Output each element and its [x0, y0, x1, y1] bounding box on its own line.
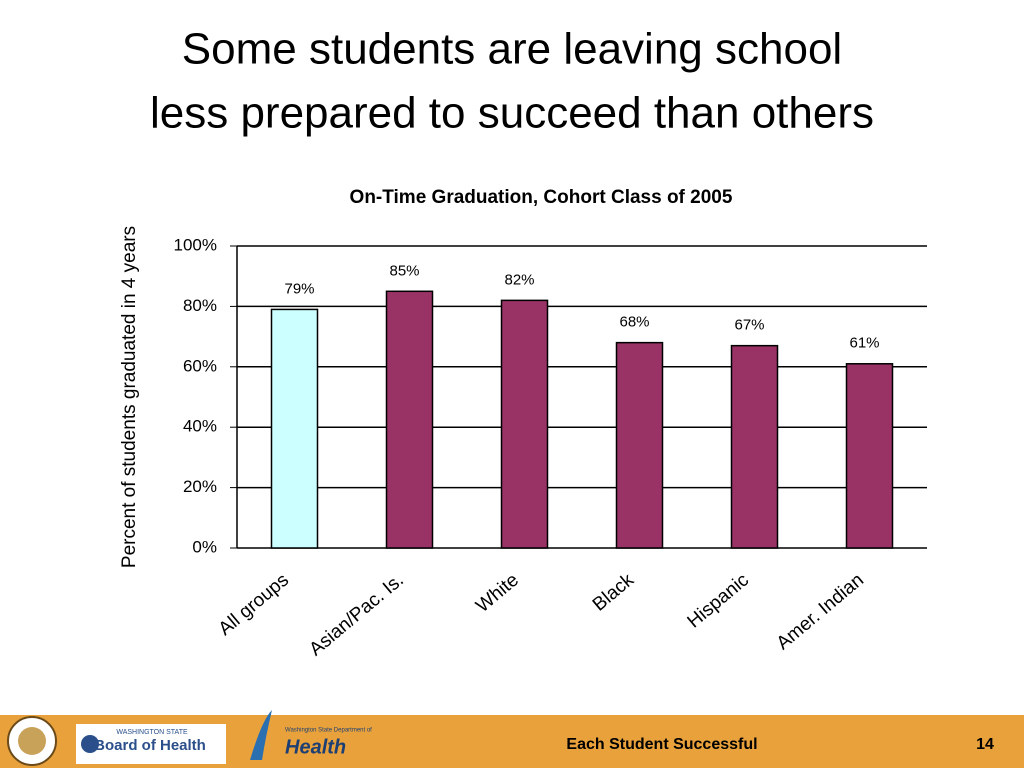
y-axis-label: Percent of students graduated in 4 years	[119, 226, 140, 568]
bar	[385, 290, 434, 549]
logo-text: Health	[285, 736, 346, 758]
footer-text: Each Student Successful	[566, 736, 757, 753]
y-tick-label: 100%	[174, 235, 217, 254]
x-tick-label: Black	[589, 569, 638, 615]
bar	[730, 344, 779, 549]
value-label: 79%	[284, 280, 314, 297]
x-tick-label: Asian/Pac. Is.	[305, 570, 407, 661]
y-tick-label: 20%	[183, 477, 217, 496]
value-label: 85%	[389, 262, 419, 279]
chart-title: On-Time Graduation, Cohort Class of 2005	[350, 187, 733, 208]
board-logo	[76, 724, 226, 764]
value-label: 67%	[734, 317, 764, 334]
slide-title: Some students are leaving school	[182, 25, 842, 74]
logo-text: Washington State Department of	[285, 728, 372, 734]
bar	[845, 363, 894, 549]
x-tick-label: Amer. Indian	[773, 570, 868, 655]
logo-text: WASHINGTON STATE	[116, 729, 188, 736]
page-number: 14	[976, 736, 994, 753]
slide-title: less prepared to succeed than others	[150, 89, 874, 138]
x-tick-label: Hispanic	[684, 570, 753, 633]
y-tick-label: 80%	[183, 296, 217, 315]
board-logo	[81, 735, 99, 753]
y-tick-label: 40%	[183, 417, 217, 436]
bar	[615, 341, 664, 549]
y-tick-label: 60%	[183, 356, 217, 375]
bar	[500, 299, 549, 549]
value-label: 61%	[849, 335, 879, 352]
x-tick-label: All groups	[215, 570, 293, 640]
value-label: 68%	[619, 314, 649, 331]
x-tick-label: White	[472, 570, 523, 617]
value-label: 82%	[504, 271, 534, 288]
bar	[270, 308, 319, 549]
logo-text: Board of Health	[94, 737, 206, 754]
health-logo	[250, 710, 272, 760]
seal-logo	[18, 727, 46, 755]
y-tick-label: 0%	[192, 537, 217, 556]
